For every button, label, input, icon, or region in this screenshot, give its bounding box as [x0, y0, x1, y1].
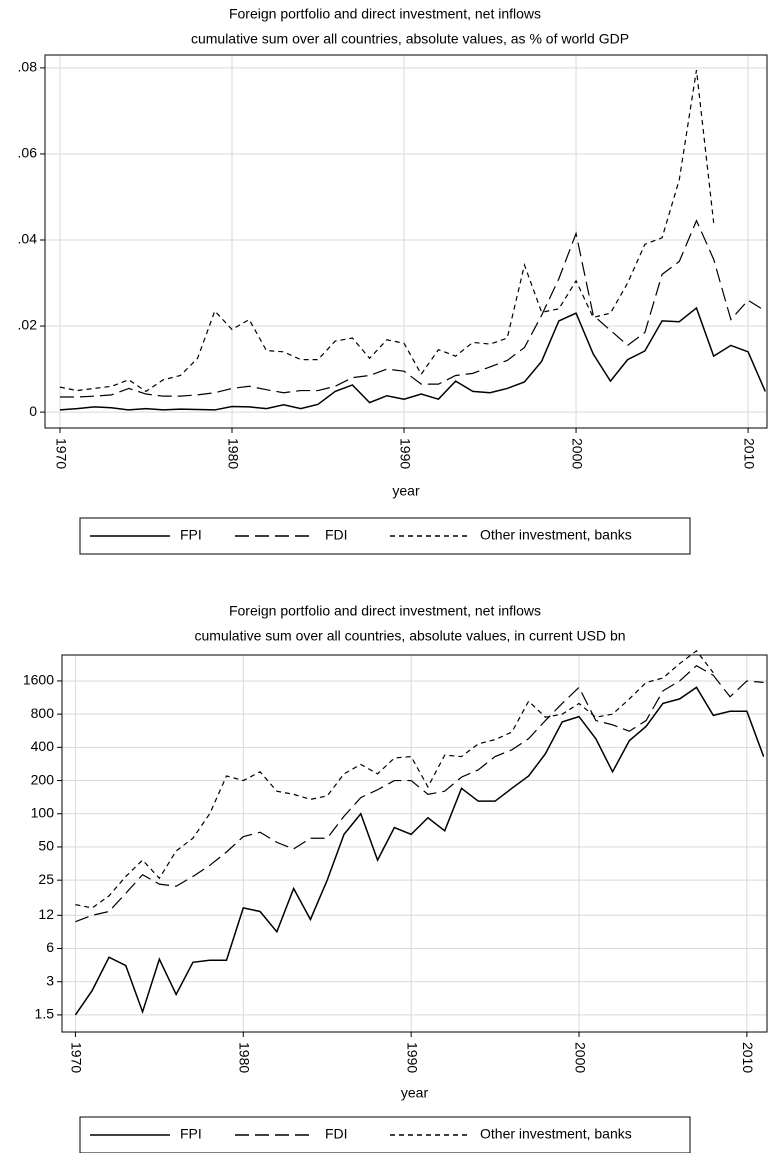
- x-tick-label: 1980: [237, 1042, 253, 1073]
- y-tick-label: 400: [31, 738, 55, 754]
- legend-label: Other investment, banks: [480, 1126, 632, 1142]
- y-tick-label: .02: [18, 317, 38, 333]
- plot-frame: [44, 54, 768, 429]
- x-tick-label: 1990: [397, 438, 413, 469]
- plot-frame: [61, 654, 768, 1033]
- series-line: [75, 664, 764, 923]
- y-tick-label: 100: [31, 804, 55, 820]
- chart-title: Foreign portfolio and direct investment,…: [229, 603, 541, 619]
- legend-label: FDI: [325, 1126, 348, 1142]
- legend: FPI FDI Other investment, banks: [79, 1116, 691, 1154]
- plot-area: [62, 655, 767, 1032]
- series-line: [59, 306, 766, 411]
- y-tick-label: .08: [18, 59, 38, 75]
- y-tick-label: 12: [38, 906, 54, 922]
- y-tick-label: 1.5: [35, 1006, 55, 1022]
- y-tick-label: 0: [29, 403, 37, 419]
- x-tick-label: 2010: [740, 1042, 756, 1073]
- x-axis-label: year: [392, 483, 420, 499]
- y-tick-label: 25: [38, 871, 54, 887]
- y-tick-label: 6: [46, 939, 54, 955]
- series-line: [59, 219, 766, 398]
- y-tick-label: 1600: [23, 672, 54, 688]
- y-tick-label: .04: [18, 231, 38, 247]
- y-tick-label: 200: [31, 771, 55, 787]
- y-tick-label: .06: [18, 145, 38, 161]
- series-line: [74, 686, 765, 1016]
- y-tick-label: 3: [46, 972, 54, 988]
- x-tick-label: 1980: [225, 438, 241, 469]
- legend-box: [79, 1116, 691, 1154]
- x-axis-label: year: [401, 1085, 429, 1101]
- series-line: [59, 69, 715, 393]
- legend-label: FPI: [180, 1126, 202, 1142]
- legend-label: FDI: [325, 527, 348, 543]
- x-tick-label: 2000: [572, 1042, 588, 1073]
- x-tick-label: 2010: [741, 438, 757, 469]
- legend-label: FPI: [180, 527, 202, 543]
- legend-label: Other investment, banks: [480, 527, 632, 543]
- chart-subtitle: cumulative sum over all countries, absol…: [194, 628, 625, 644]
- chart-subtitle: cumulative sum over all countries, absol…: [191, 31, 629, 47]
- y-tick-label: 50: [38, 838, 54, 854]
- plot-area: [45, 55, 767, 428]
- x-tick-label: 2000: [569, 438, 585, 469]
- y-tick-label: 800: [31, 705, 55, 721]
- chart-title: Foreign portfolio and direct investment,…: [229, 6, 541, 22]
- x-tick-label: 1970: [53, 438, 69, 469]
- x-tick-label: 1990: [404, 1042, 420, 1073]
- legend: FPI FDI Other investment, banks: [79, 517, 691, 555]
- x-tick-label: 1970: [69, 1042, 85, 1073]
- legend-box: [79, 517, 691, 555]
